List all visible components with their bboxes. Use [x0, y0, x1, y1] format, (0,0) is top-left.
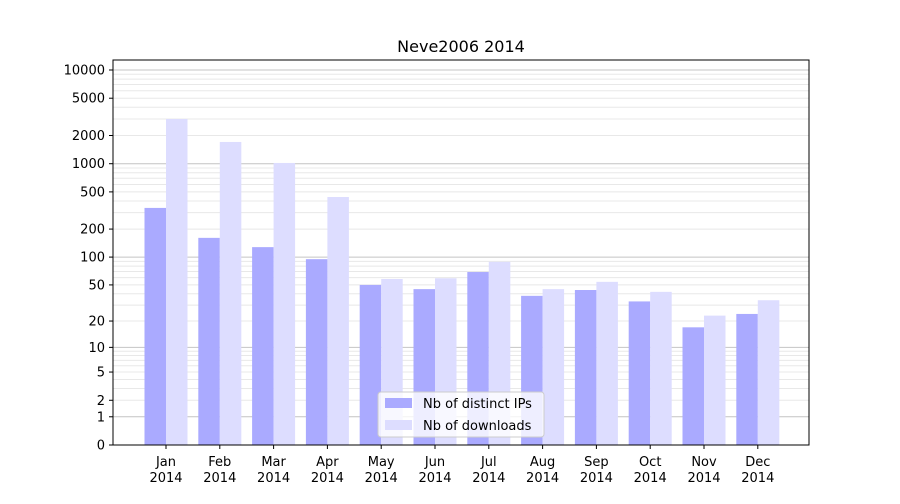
x-tick-label-month: Jun — [424, 455, 445, 470]
x-tick-label-month: Feb — [208, 455, 231, 470]
y-tick-label: 5000 — [72, 92, 105, 107]
x-tick-label-month: Apr — [316, 455, 339, 470]
bar-downloads — [704, 315, 726, 445]
y-tick-label: 2000 — [72, 129, 105, 144]
x-tick-label-month: Mar — [261, 455, 286, 470]
y-tick-label: 5 — [97, 366, 105, 381]
x-tick-label-month: Oct — [639, 455, 661, 470]
bar-distinct-ips — [359, 284, 382, 445]
bar-downloads — [542, 289, 565, 445]
x-tick-label-month: May — [368, 455, 395, 470]
x-tick-label-month: Dec — [745, 455, 770, 470]
y-tick-label: 10000 — [64, 63, 105, 78]
x-tick-label-year: 2014 — [741, 471, 774, 486]
bar-distinct-ips — [736, 313, 758, 445]
plot-frame — [112, 59, 810, 446]
x-tick-label-year: 2014 — [311, 471, 344, 486]
x-tick-label-month: Sep — [584, 455, 609, 470]
legend-label-downloads: Nb of downloads — [423, 419, 532, 434]
bar-downloads — [596, 281, 618, 445]
x-tick-label-year: 2014 — [634, 471, 667, 486]
x-tick-label-year: 2014 — [526, 471, 559, 486]
bar-distinct-ips — [198, 237, 220, 445]
x-tick-label-month: Jan — [155, 455, 176, 470]
bar-distinct-ips — [144, 207, 166, 445]
y-tick-label: 10 — [88, 341, 105, 356]
x-tick-label-year: 2014 — [687, 471, 720, 486]
bar-downloads — [166, 119, 188, 445]
y-tick-label: 100 — [80, 251, 105, 266]
x-tick-label-year: 2014 — [149, 471, 182, 486]
bar-downloads — [219, 141, 242, 446]
y-tick-label: 1000 — [72, 157, 105, 172]
y-tick-label: 0 — [97, 439, 105, 454]
x-tick-label-month: Aug — [530, 455, 555, 470]
x-tick-label-year: 2014 — [203, 471, 236, 486]
chart-title: Neve2006 2014 — [397, 37, 525, 56]
bar-downloads — [757, 300, 780, 445]
y-tick-label: 2 — [97, 394, 105, 409]
bar-downloads — [650, 291, 672, 445]
x-tick-label-month: Jul — [480, 455, 497, 470]
bar-distinct-ips — [628, 301, 651, 445]
legend-swatch-downloads — [385, 420, 412, 430]
bar-downloads — [273, 162, 296, 445]
legend-swatch-ips — [385, 398, 412, 408]
legend: Nb of distinct IPs Nb of downloads — [377, 391, 545, 438]
bar-downloads — [327, 196, 349, 445]
y-tick-label: 50 — [88, 278, 105, 293]
y-tick-label: 500 — [80, 185, 105, 200]
bar-distinct-ips — [682, 327, 704, 445]
legend-box — [377, 391, 545, 438]
y-tick-label: 200 — [80, 223, 105, 238]
bar-distinct-ips — [252, 247, 274, 445]
x-tick-label-year: 2014 — [257, 471, 290, 486]
x-tick-label-year: 2014 — [580, 471, 613, 486]
bar-distinct-ips — [305, 259, 328, 445]
x-tick-label-year: 2014 — [365, 471, 398, 486]
y-tick-label: 20 — [88, 315, 105, 330]
x-tick-label-month: Nov — [691, 455, 717, 470]
legend-label-ips: Nb of distinct IPs — [423, 397, 532, 412]
bar-distinct-ips — [574, 290, 597, 445]
y-tick-label: 1 — [97, 410, 105, 425]
x-tick-label-year: 2014 — [418, 471, 451, 486]
x-tick-label-year: 2014 — [472, 471, 505, 486]
